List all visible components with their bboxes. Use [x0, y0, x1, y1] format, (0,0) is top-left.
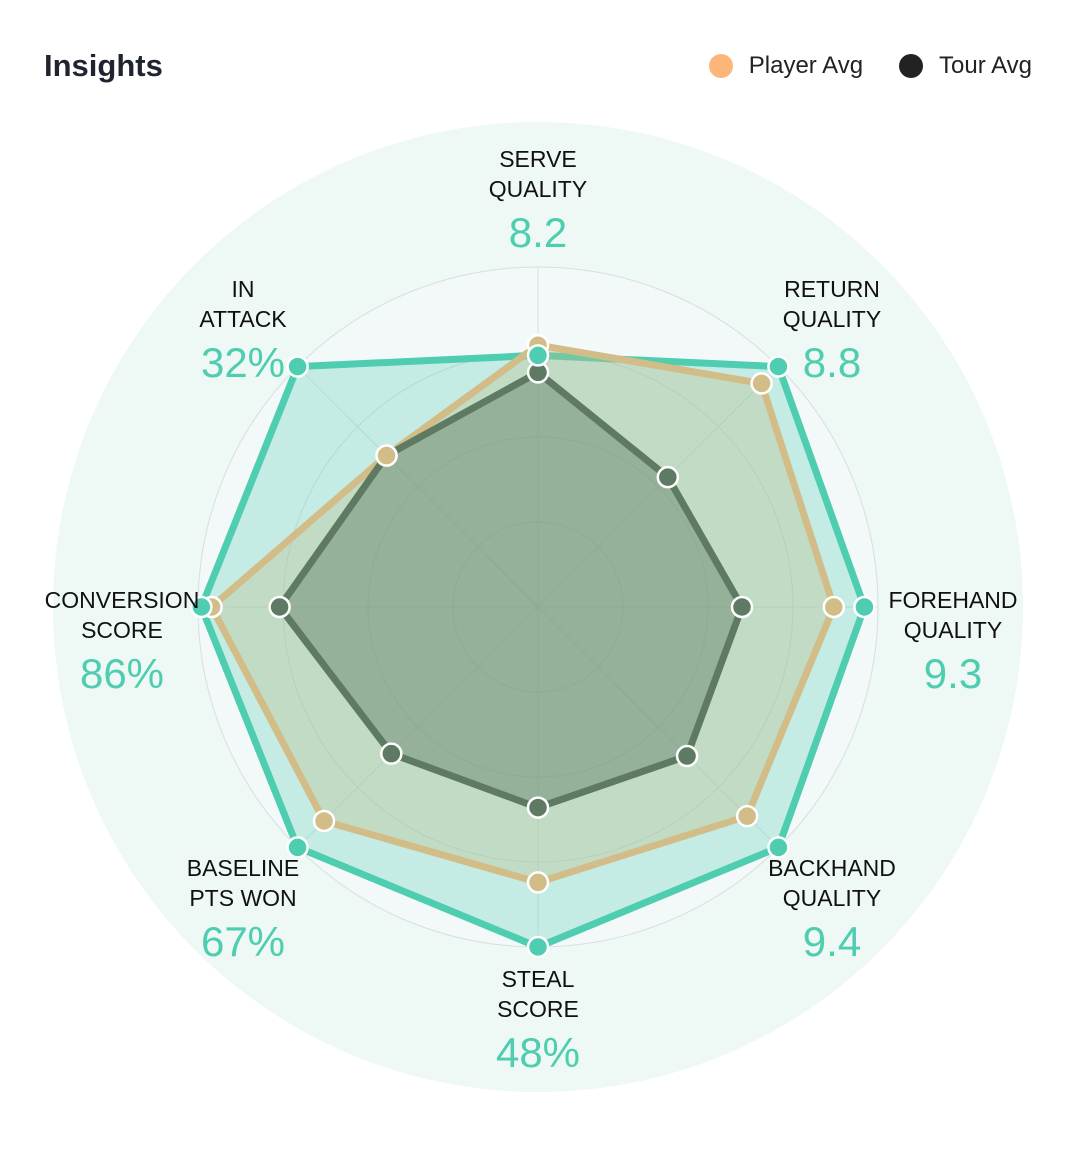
- axis-label-line1: FOREHAND: [888, 587, 1017, 613]
- player-series-point: [526, 344, 550, 367]
- axis-label-line2: QUALITY: [783, 306, 881, 332]
- axis-label-group: SERVE QUALITY 8.2: [489, 146, 587, 256]
- axis-label-line2: SCORE: [81, 617, 163, 643]
- axis-label-line2: SCORE: [497, 996, 579, 1022]
- legend: Player Avg Tour Avg: [691, 52, 1032, 80]
- axis-label-group: FOREHAND QUALITY 9.3: [888, 587, 1017, 697]
- axis-label-group: BASELINE PTS WON 67%: [187, 855, 300, 965]
- axis-value-label: 9.4: [803, 918, 861, 965]
- player-avg-series-point: [526, 871, 550, 894]
- axis-label-line2: QUALITY: [489, 176, 587, 202]
- axis-label-line1: RETURN: [784, 276, 880, 302]
- axis-value-label: 8.2: [509, 209, 567, 256]
- player-series-point: [767, 836, 790, 859]
- axis-label-group: STEAL SCORE 48%: [496, 966, 580, 1076]
- axis-label-group: BACKHAND QUALITY 9.4: [768, 855, 896, 965]
- legend-item-tour-avg[interactable]: Tour Avg: [899, 52, 1032, 80]
- tour-avg-series-point: [380, 742, 403, 765]
- axis-line: [537, 606, 779, 848]
- axis-label-line1: CONVERSION: [45, 587, 200, 613]
- tour-avg-series-point: [730, 595, 754, 619]
- tour-avg-series-point: [268, 595, 291, 619]
- player-series-point: [526, 935, 550, 959]
- axis-label-line2: PTS WON: [189, 885, 296, 911]
- axis-value-label: 48%: [496, 1029, 580, 1076]
- axis-line: [297, 366, 539, 608]
- page-title: Insights: [44, 48, 163, 83]
- axis-label-group: IN ATTACK 32%: [199, 276, 287, 386]
- axis-value-label: 86%: [80, 650, 164, 697]
- legend-label: Player Avg: [748, 52, 864, 79]
- axis-label-line1: BACKHAND: [768, 855, 896, 881]
- axis-line: [297, 606, 539, 848]
- axis-label-line1: STEAL: [502, 966, 575, 992]
- tour-avg-series-point: [675, 744, 699, 768]
- legend-item-player-avg[interactable]: Player Avg: [708, 52, 864, 80]
- axis-label-line2: QUALITY: [904, 617, 1002, 643]
- axis-label-group: RETURN QUALITY 8.8: [783, 276, 881, 386]
- axis-value-label: 67%: [201, 918, 285, 965]
- player-series-point: [767, 355, 790, 378]
- tour-avg-series-point: [526, 796, 550, 819]
- axis-label-line2: QUALITY: [783, 885, 881, 911]
- player-series-point: [286, 355, 309, 378]
- axis-label-line2: ATTACK: [199, 306, 287, 332]
- legend-label: Tour Avg: [939, 52, 1032, 79]
- player-avg-series-point: [822, 595, 846, 619]
- tour-avg-series-point: [656, 465, 680, 489]
- tour-avg-dot-icon: [899, 54, 924, 78]
- axis-value-label: 32%: [201, 339, 285, 386]
- axis-label-line1: BASELINE: [187, 855, 300, 881]
- player-avg-series-point: [375, 444, 398, 467]
- player-avg-series-point: [735, 804, 759, 828]
- axis-label-line1: SERVE: [499, 146, 577, 172]
- player-series-point: [190, 595, 213, 619]
- axis-value-label: 8.8: [803, 339, 861, 386]
- player-avg-dot-icon: [708, 54, 733, 78]
- axis-label-group: CONVERSION SCORE 86%: [45, 587, 200, 697]
- player-series-point: [286, 836, 309, 859]
- axis-line: [537, 366, 779, 608]
- player-series-point: [853, 595, 876, 619]
- player-avg-series-point: [750, 372, 773, 395]
- axis-value-label: 9.3: [924, 650, 982, 697]
- player-avg-series-point: [312, 809, 336, 833]
- axis-label-line1: IN: [232, 276, 255, 302]
